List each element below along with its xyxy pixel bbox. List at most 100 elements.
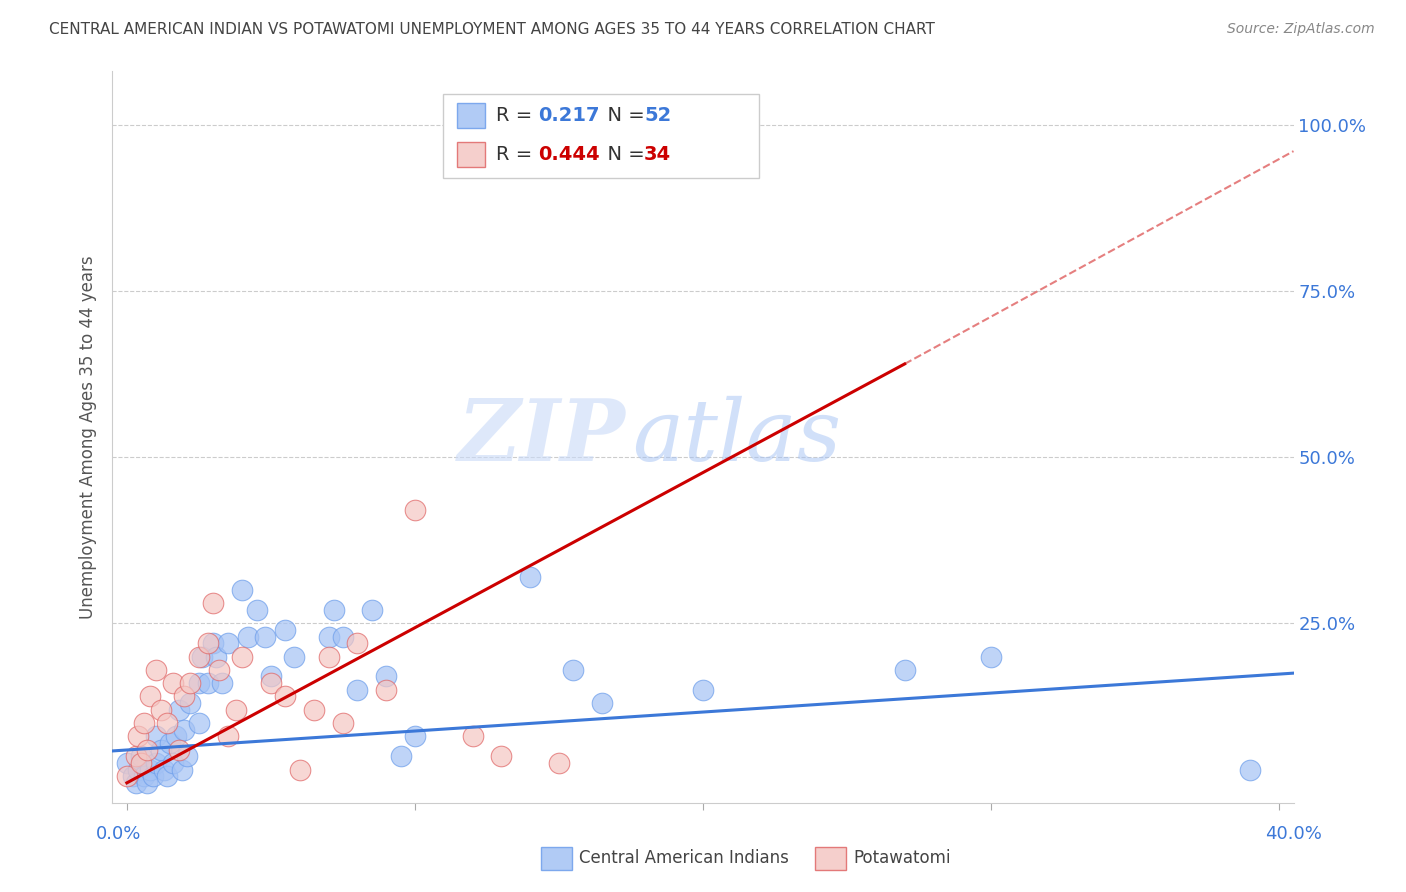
Point	[187, 649, 209, 664]
Text: 0.0%: 0.0%	[96, 825, 141, 843]
Point	[318, 649, 340, 664]
Point	[217, 729, 239, 743]
Point	[136, 776, 159, 790]
Point	[145, 663, 167, 677]
Point	[145, 756, 167, 770]
Point	[136, 742, 159, 756]
Text: 52: 52	[644, 106, 671, 126]
Text: 34: 34	[644, 145, 671, 164]
Point	[173, 723, 195, 737]
Point	[202, 636, 225, 650]
Point	[127, 763, 149, 777]
Point	[167, 742, 190, 756]
Point	[187, 716, 209, 731]
Point	[162, 756, 184, 770]
Text: N =: N =	[595, 106, 651, 126]
Point	[375, 669, 398, 683]
Point	[124, 776, 146, 790]
Point	[129, 756, 152, 770]
Point	[202, 596, 225, 610]
Point	[346, 636, 368, 650]
Text: 0.217: 0.217	[538, 106, 600, 126]
Text: 0.444: 0.444	[538, 145, 600, 164]
Point	[274, 690, 297, 704]
Point	[205, 649, 228, 664]
Point	[170, 763, 193, 777]
Point	[176, 749, 198, 764]
Point	[302, 703, 325, 717]
Point	[318, 630, 340, 644]
Text: Source: ZipAtlas.com: Source: ZipAtlas.com	[1227, 22, 1375, 37]
Point	[145, 729, 167, 743]
Point	[375, 682, 398, 697]
Text: CENTRAL AMERICAN INDIAN VS POTAWATOMI UNEMPLOYMENT AMONG AGES 35 TO 44 YEARS COR: CENTRAL AMERICAN INDIAN VS POTAWATOMI UN…	[49, 22, 935, 37]
Point	[893, 663, 915, 677]
Point	[288, 763, 311, 777]
Point	[260, 669, 283, 683]
Point	[197, 676, 219, 690]
Point	[274, 623, 297, 637]
Point	[187, 676, 209, 690]
Point	[150, 742, 173, 756]
Point	[548, 756, 571, 770]
Point	[245, 603, 267, 617]
Point	[1239, 763, 1261, 777]
Point	[191, 649, 214, 664]
Point	[139, 690, 162, 704]
Point	[360, 603, 382, 617]
Point	[260, 676, 283, 690]
Point	[332, 630, 354, 644]
Point	[150, 703, 173, 717]
Point	[139, 763, 162, 777]
Point	[197, 636, 219, 650]
Point	[491, 749, 513, 764]
Point	[236, 630, 259, 644]
Point	[162, 676, 184, 690]
Point	[179, 696, 201, 710]
Point	[254, 630, 277, 644]
Point	[404, 503, 426, 517]
Point	[115, 769, 138, 783]
Point	[519, 570, 541, 584]
Point	[389, 749, 412, 764]
Text: ZIP: ZIP	[458, 395, 626, 479]
Text: atlas: atlas	[633, 396, 841, 478]
Text: R =: R =	[496, 106, 538, 126]
Point	[225, 703, 247, 717]
Point	[231, 582, 253, 597]
Y-axis label: Unemployment Among Ages 35 to 44 years: Unemployment Among Ages 35 to 44 years	[79, 255, 97, 619]
Point	[231, 649, 253, 664]
Point	[217, 636, 239, 650]
Point	[283, 649, 305, 664]
Point	[165, 729, 187, 743]
Point	[129, 749, 152, 764]
Point	[156, 769, 179, 783]
Point	[156, 716, 179, 731]
Text: N =: N =	[595, 145, 651, 164]
Point	[115, 756, 138, 770]
Text: 40.0%: 40.0%	[1265, 825, 1322, 843]
Point	[167, 703, 190, 717]
Point	[179, 676, 201, 690]
Point	[980, 649, 1002, 664]
Point	[134, 716, 156, 731]
Point	[692, 682, 714, 697]
Point	[142, 769, 165, 783]
Point	[159, 736, 181, 750]
Point	[332, 716, 354, 731]
Point	[461, 729, 484, 743]
Point	[121, 769, 143, 783]
Point	[153, 763, 176, 777]
Text: R =: R =	[496, 145, 538, 164]
Text: Potawatomi: Potawatomi	[853, 849, 950, 867]
Point	[134, 769, 156, 783]
Point	[591, 696, 613, 710]
Point	[346, 682, 368, 697]
Point	[127, 729, 149, 743]
Point	[562, 663, 585, 677]
Point	[208, 663, 231, 677]
Point	[124, 749, 146, 764]
Point	[211, 676, 233, 690]
Point	[173, 690, 195, 704]
Point	[323, 603, 346, 617]
